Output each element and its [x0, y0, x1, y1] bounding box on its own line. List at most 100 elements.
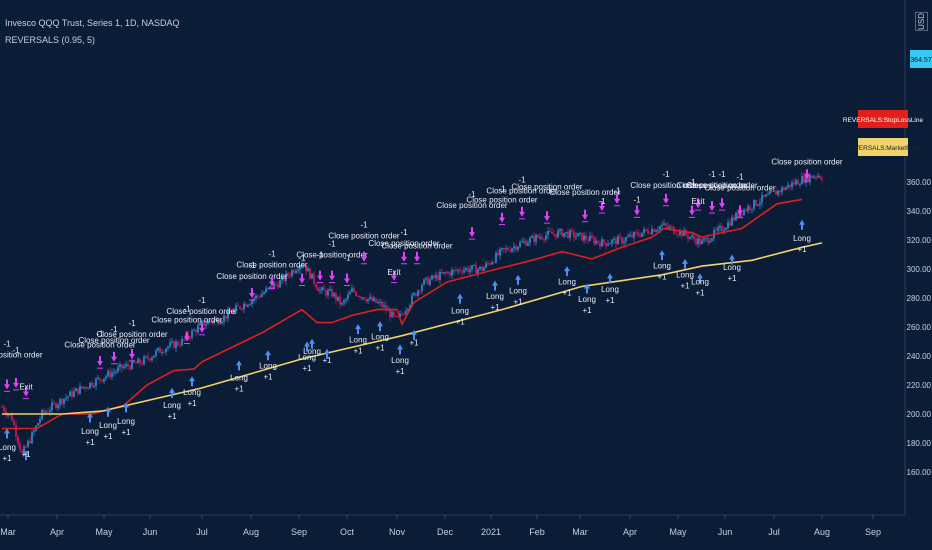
- exit-arrow-icon[interactable]: [695, 198, 701, 209]
- long-signal-label: +1: [797, 245, 807, 254]
- long-signal-label: Long: [0, 443, 16, 452]
- last-price-badge[interactable]: [910, 50, 932, 68]
- long-arrow-icon[interactable]: [492, 280, 498, 291]
- exit-arrow-icon[interactable]: [544, 211, 550, 222]
- exit-arrow-icon[interactable]: [13, 377, 19, 388]
- candle-body: [153, 355, 155, 358]
- exit-arrow-icon[interactable]: [317, 270, 323, 281]
- exit-arrow-icon[interactable]: [401, 251, 407, 262]
- candle-body: [695, 239, 697, 245]
- long-arrow-icon[interactable]: [397, 344, 403, 355]
- exit-arrow-icon[interactable]: [4, 379, 10, 390]
- exit-arrow-icon[interactable]: [614, 193, 620, 204]
- long-arrow-icon[interactable]: [265, 350, 271, 361]
- exit-arrow-icon[interactable]: [391, 270, 397, 281]
- long-arrow-icon[interactable]: [324, 348, 330, 359]
- long-signal-label: +1: [605, 296, 615, 305]
- exit-arrow-icon[interactable]: [184, 331, 190, 342]
- candle-body: [819, 175, 821, 179]
- long-arrow-icon[interactable]: [659, 250, 665, 261]
- candle-body: [583, 235, 585, 241]
- long-arrow-icon[interactable]: [584, 283, 590, 294]
- exit-arrow-icon[interactable]: [414, 251, 420, 262]
- long-arrow-icon[interactable]: [309, 338, 315, 349]
- candle-body: [9, 414, 11, 416]
- candle-body: [533, 235, 535, 243]
- long-arrow-icon[interactable]: [411, 329, 417, 340]
- long-arrow-icon[interactable]: [236, 360, 242, 371]
- candle-body: [801, 175, 803, 185]
- exit-arrow-icon[interactable]: [23, 386, 29, 397]
- long-signal-label: Long: [163, 401, 181, 410]
- long-arrow-icon[interactable]: [377, 321, 383, 332]
- long-arrow-icon[interactable]: [607, 273, 613, 284]
- long-signal-label: +1: [302, 364, 312, 373]
- exit-arrow-icon[interactable]: [599, 201, 605, 211]
- symbol-title[interactable]: Invesco QQQ Trust, Series 1, 1D, NASDAQ: [5, 18, 180, 28]
- exit-arrow-icon[interactable]: [111, 351, 117, 362]
- exit-arrow-icon[interactable]: [361, 251, 367, 262]
- candle-body: [487, 263, 489, 265]
- stop-loss-line[interactable]: [2, 198, 803, 430]
- x-tick-label: May: [95, 527, 113, 537]
- exit-arrow-icon[interactable]: [709, 201, 715, 211]
- long-arrow-icon[interactable]: [23, 450, 29, 461]
- exit-arrow-icon[interactable]: [97, 356, 103, 367]
- exit-arrow-icon[interactable]: [689, 205, 695, 216]
- long-arrow-icon[interactable]: [355, 324, 361, 335]
- long-arrow-icon[interactable]: [4, 428, 10, 439]
- candle-body: [115, 371, 117, 373]
- long-arrow-icon[interactable]: [799, 219, 805, 230]
- market-filter-line[interactable]: [2, 242, 823, 415]
- candle-body: [759, 202, 761, 205]
- long-arrow-icon[interactable]: [123, 402, 129, 413]
- candle-body: [241, 308, 243, 310]
- exit-arrow-icon[interactable]: [344, 273, 350, 284]
- candle-body: [609, 243, 611, 245]
- candle-body: [787, 184, 789, 188]
- exit-arrow-icon[interactable]: [737, 205, 743, 216]
- candle-body: [23, 446, 25, 454]
- exit-signal-label: -1: [248, 261, 256, 270]
- candle-body: [733, 217, 735, 221]
- long-arrow-icon[interactable]: [697, 273, 703, 284]
- exit-arrow-icon[interactable]: [804, 169, 810, 180]
- long-signal-label: +1: [455, 318, 465, 327]
- candle-body: [817, 175, 819, 178]
- stop-loss-legend-badge[interactable]: [858, 110, 908, 128]
- long-signal-label: +1: [375, 344, 385, 353]
- long-arrow-icon[interactable]: [189, 376, 195, 387]
- exit-arrow-icon[interactable]: [519, 206, 525, 217]
- candle-body: [433, 275, 435, 279]
- long-arrow-icon[interactable]: [105, 406, 111, 417]
- exit-arrow-icon[interactable]: [329, 270, 335, 281]
- long-arrow-icon[interactable]: [515, 274, 521, 285]
- market-filter-legend-badge[interactable]: [858, 138, 908, 156]
- exit-arrow-icon[interactable]: [719, 198, 725, 209]
- exit-arrow-icon[interactable]: [469, 227, 475, 238]
- exit-signal-label: Close position order: [166, 307, 237, 316]
- exit-signal-label: -1: [662, 170, 670, 179]
- exit-arrow-icon[interactable]: [199, 322, 205, 333]
- long-signal-label: Long: [676, 270, 694, 279]
- exit-arrow-icon[interactable]: [129, 348, 135, 359]
- exit-arrow-icon[interactable]: [663, 193, 669, 204]
- exit-arrow-icon[interactable]: [634, 205, 640, 216]
- long-signal-label: +1: [582, 306, 592, 315]
- long-arrow-icon[interactable]: [304, 341, 310, 352]
- long-arrow-icon[interactable]: [87, 412, 93, 423]
- indicator-title[interactable]: REVERSALS (0.95, 5): [5, 35, 96, 45]
- exit-arrow-icon[interactable]: [299, 273, 305, 284]
- long-arrow-icon[interactable]: [169, 387, 175, 398]
- long-arrow-icon[interactable]: [729, 254, 735, 265]
- exit-arrow-icon[interactable]: [582, 209, 588, 220]
- candle-body: [525, 241, 527, 246]
- exit-arrow-icon[interactable]: [499, 212, 505, 223]
- exit-arrow-icon[interactable]: [269, 276, 275, 287]
- long-arrow-icon[interactable]: [564, 266, 570, 277]
- candle-body: [307, 268, 309, 272]
- long-arrow-icon[interactable]: [457, 293, 463, 304]
- exit-arrow-icon[interactable]: [249, 288, 255, 298]
- long-arrow-icon[interactable]: [682, 258, 688, 269]
